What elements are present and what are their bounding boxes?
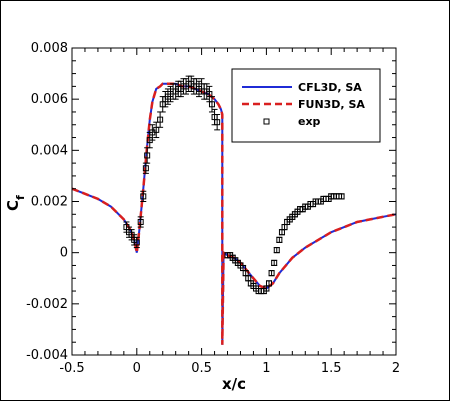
exp-point [208,101,215,108]
exp-markers [123,75,345,295]
x-tick-label: 0.5 [191,361,212,376]
y-tick-label: -0.004 [26,348,68,363]
exp-point [157,116,164,123]
exp-point [142,165,149,172]
exp-point [144,152,151,159]
x-tick-label: 2 [392,361,400,376]
legend: CFL3D, SA FUN3D, SA exp [231,68,381,143]
y-tick-label: 0 [60,246,68,261]
y-axis-label-subscript: f [14,195,27,200]
exp-point [214,119,221,126]
exp-point [271,259,278,266]
exp-point [338,193,345,200]
x-axis-label: x/c [222,375,246,393]
exp-point [273,247,280,254]
y-axis-label-main: C [4,200,22,211]
y-tick-label: 0.004 [31,143,68,158]
exp-point [276,236,283,243]
y-tick-label: 0.002 [31,195,68,210]
y-axis-label: C f [4,195,27,211]
exp-point [265,280,272,287]
exp-point [140,193,147,200]
x-tick-label: -0.5 [59,361,84,376]
y-tick-label: -0.002 [26,297,68,312]
legend-swatch-exp [263,118,270,125]
x-tick-label: 0 [133,361,141,376]
exp-point [268,270,275,277]
axis-ticks: -0.5 0 0.5 1 1.5 2 -0.004 -0.002 0 0.002 0.004 0.00… [26,41,400,376]
legend-label-cfl3d: CFL3D, SA [298,81,362,94]
legend-label-fun3d: FUN3D, SA [298,98,365,111]
exp-point [153,126,160,133]
exp-point [137,218,144,225]
legend-label-exp: exp [298,115,321,128]
exp-point [133,239,140,246]
y-tick-label: 0.008 [31,41,68,56]
y-tick-label: 0.006 [31,92,68,107]
x-tick-label: 1 [262,361,270,376]
x-tick-label: 1.5 [321,361,342,376]
legend-box [231,68,381,143]
